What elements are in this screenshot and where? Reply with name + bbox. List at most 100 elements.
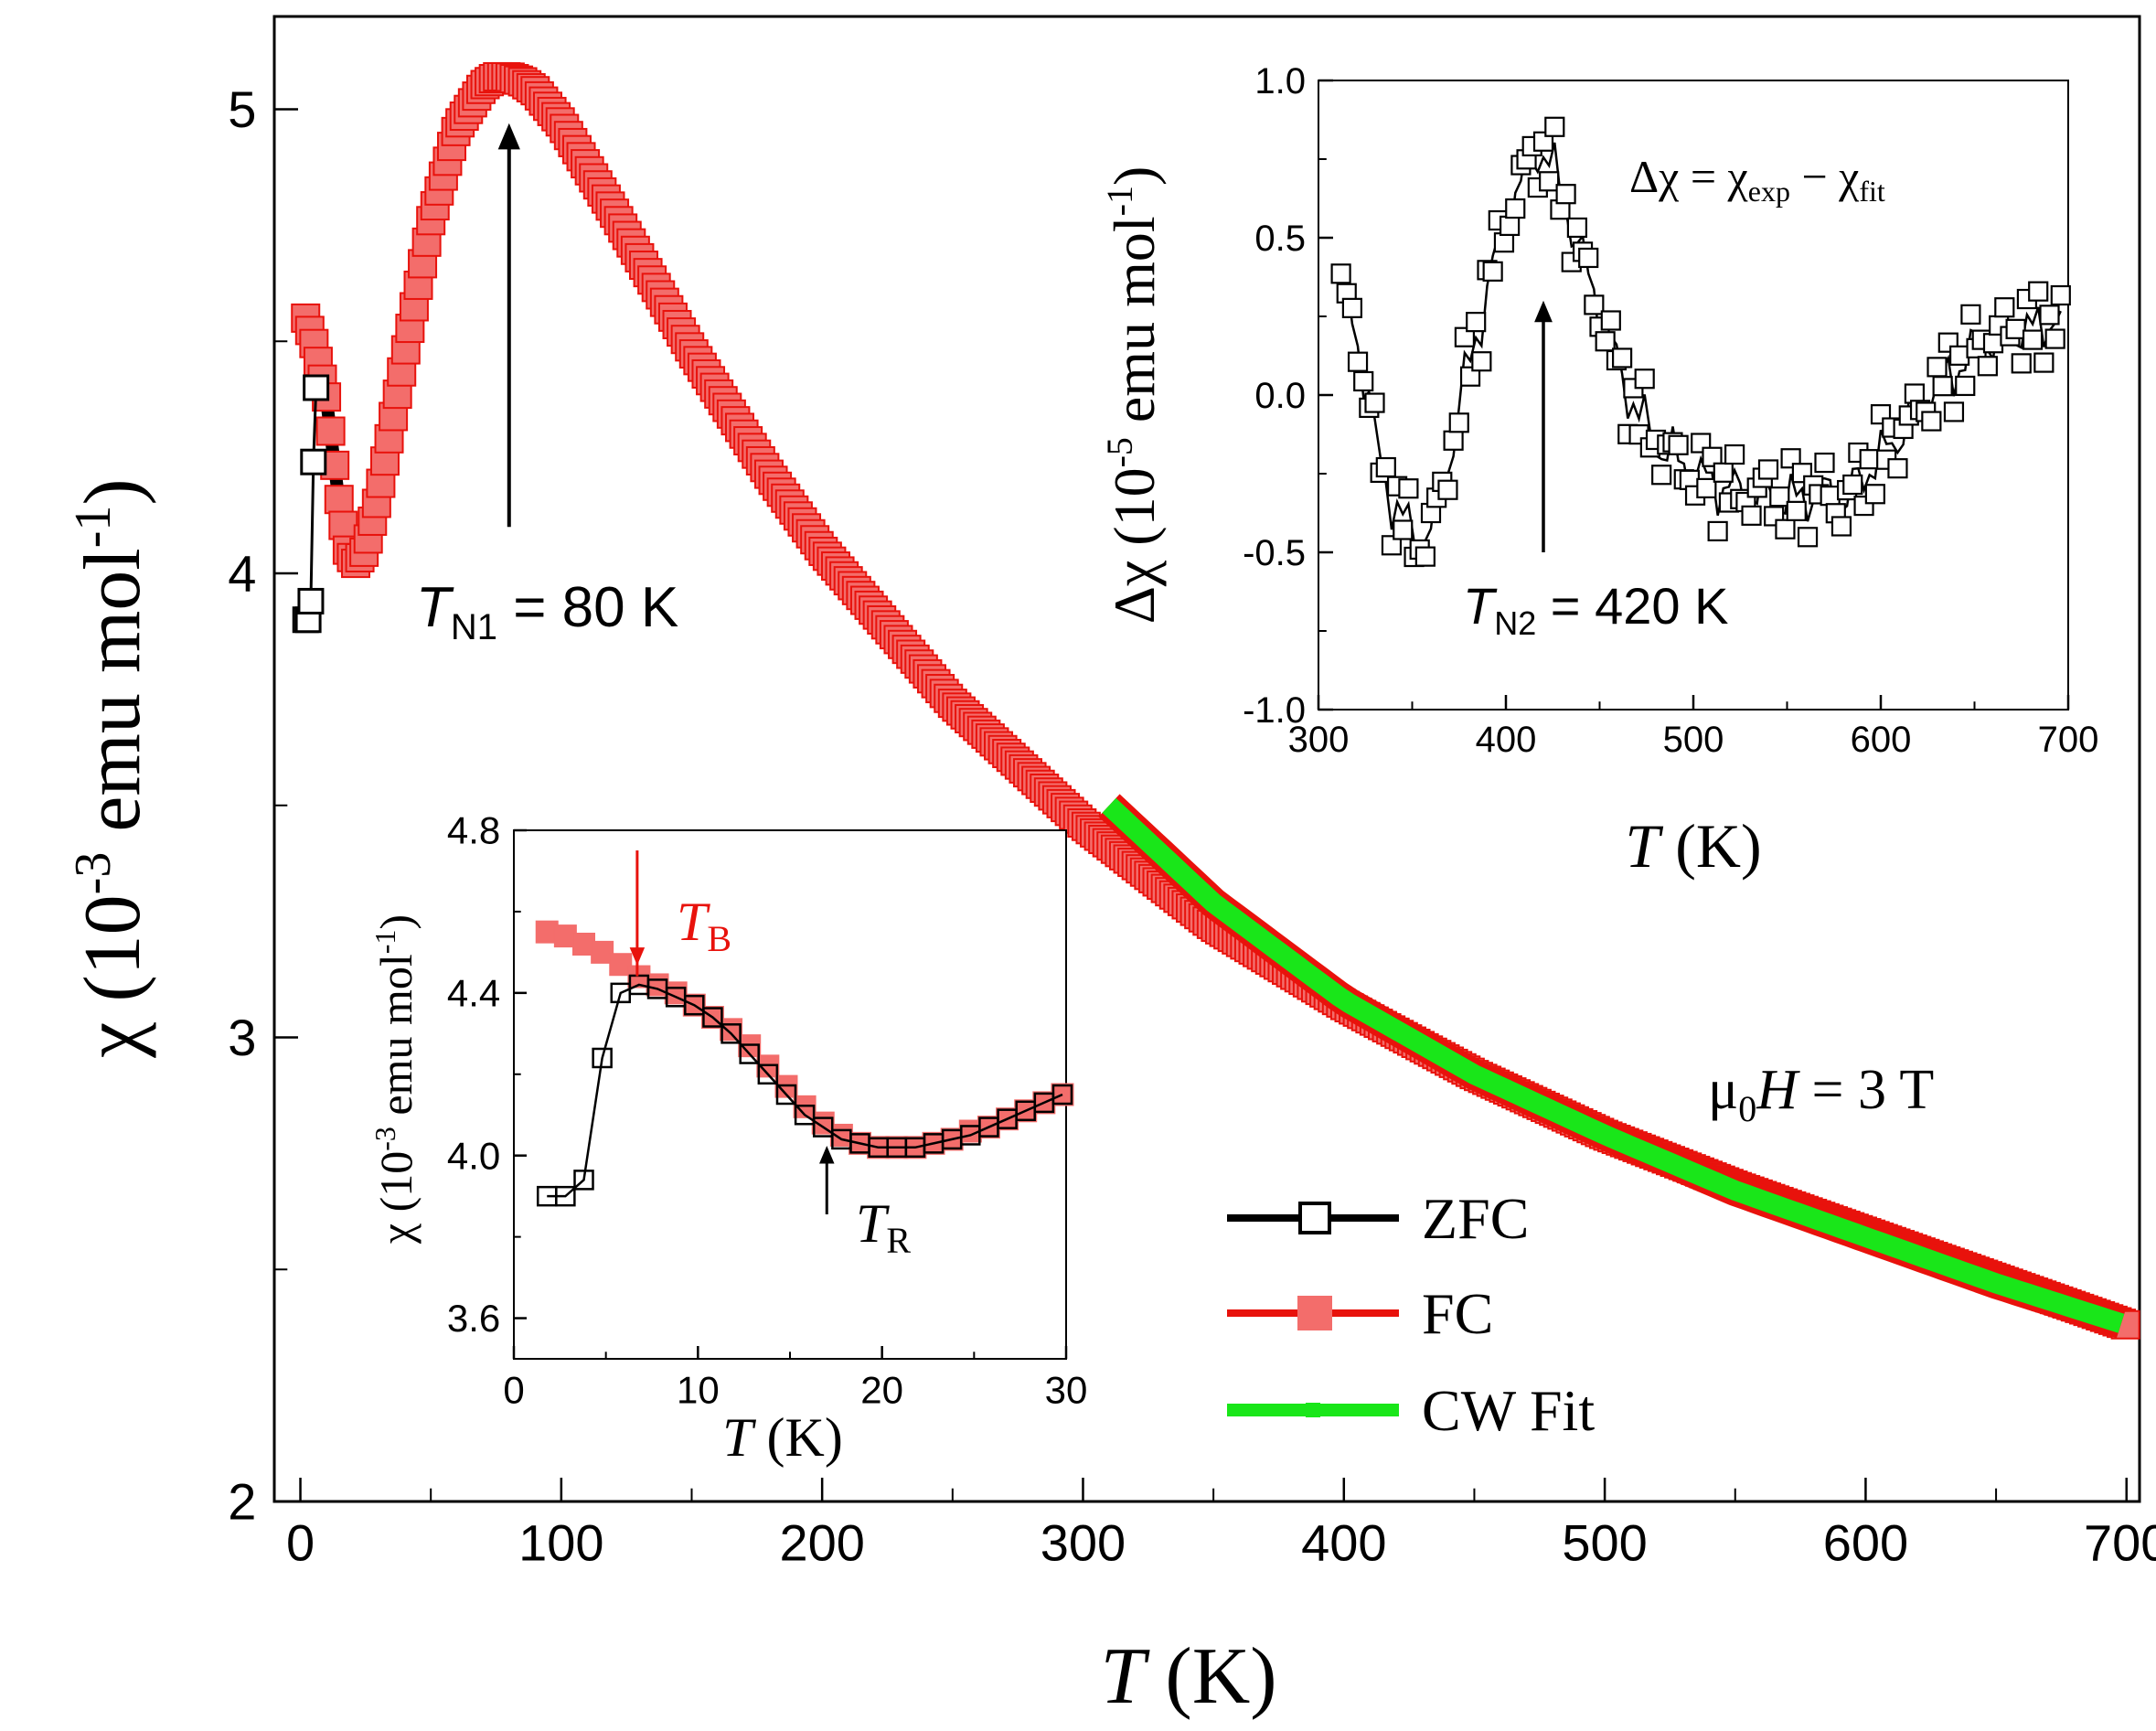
delta-chi-marker [1943,401,1965,422]
delta-chi-marker [1539,171,1560,192]
delta-chi-marker [1454,326,1476,347]
main-y-tick-label: 5 [228,80,256,138]
inset-zfc-marker [592,1047,613,1069]
inset-tr-x-tick-label: 700 [2038,720,2099,760]
inset-tr-y-tick-label: 0.0 [1254,376,1306,416]
delta-chi-marker [1398,478,1419,499]
delta-chi-marker [1471,351,1492,372]
delta-chi-marker [1595,331,1616,352]
delta-chi-marker [2028,281,2049,302]
tb-label: TB [677,892,731,959]
inset-tr-y-tick-label: -0.5 [1243,533,1306,573]
delta-chi-marker [1330,263,1351,284]
delta-chi-marker [1932,376,1953,397]
inset-zfc-marker [555,1185,576,1207]
inset-zfc-marker [720,1023,742,1044]
main-x-tick-label: 700 [2084,1513,2156,1571]
main-y-axis-label: χ (10-3 emu mol-1) [65,478,157,1058]
inset-bl-ticks [512,828,1068,1359]
inset-zfc-line [547,983,1063,1198]
delta-chi-marker [2005,318,2026,339]
delta-chi-marker [1702,446,1723,467]
delta-chi-marker [2011,353,2032,374]
delta-chi-marker [2044,328,2065,349]
legend-label-cw-fit: CW Fit [1422,1378,1595,1443]
main-x-tick-label: 500 [1562,1513,1647,1571]
legend-label-fc: FC [1422,1281,1493,1346]
delta-chi-marker [2033,352,2055,373]
inset-tr-x-tick-label: 600 [1851,720,1912,760]
main-x-tick-label: 300 [1041,1513,1126,1571]
delta-chi-marker [1634,369,1655,390]
delta-chi-marker [1842,474,1863,496]
delta-chi-marker [2022,329,2044,350]
legend-entry-fc: FC [1227,1281,1493,1346]
fc-marker [328,510,358,540]
delta-chi-marker [1393,519,1414,540]
tn1-arrow-head [497,123,520,150]
delta-chi-marker [1443,430,1464,451]
field-label: μ0H = 3 T [1708,1059,1934,1129]
inset-bl-x-axis-label: T (K) [722,1407,843,1468]
main-plot-frame [272,15,2141,1503]
inset-zfc-marker [702,1007,723,1028]
delta-chi-marker [1482,261,1503,282]
delta-chi-marker [1437,479,1458,500]
delta-chi-marker [1960,304,1981,325]
delta-chi-marker [1459,366,1481,387]
main-x-tick-label: 100 [518,1513,603,1571]
delta-chi-marker [1611,347,1633,369]
delta-chi-marker [1353,370,1374,392]
inset-bl-y-tick-label: 4.4 [447,972,500,1015]
inset-low-t-chart: 0 10 20 30 3.6 4.0 4.4 4.8 TB TR T (K) χ (10-3 … [368,809,1087,1468]
delta-chi-marker [1466,312,1487,333]
inset-tr-ticks [1317,79,2070,711]
delta-chi-marker [1859,449,1880,470]
delta-chi-marker [1713,462,1734,483]
delta-chi-marker [1977,356,1998,377]
delta-chi-marker [1347,351,1369,372]
delta-chi-marker [1927,357,1948,378]
delta-chi-marker [1414,546,1436,567]
inset-bl-x-tick-label: 0 [503,1368,524,1411]
tr-arrow-head [819,1146,835,1164]
fc-marker [324,485,354,515]
legend: ZFC FC CW Fit [1227,1186,1595,1443]
zfc-marker [297,587,325,614]
delta-chi-marker [1544,116,1565,137]
inset-tr-x-tick-label: 500 [1663,720,1724,760]
main-y-tick-label: 3 [228,1009,256,1066]
delta-chi-marker [1566,217,1588,239]
zfc-marker [300,448,327,475]
tn1-arrow [497,123,520,528]
inset-bl-y-axis-label: χ (10-3 emu mol-1) [368,914,422,1245]
delta-chi-marker [1982,333,2004,354]
main-x-tick-label: 600 [1823,1513,1908,1571]
inset-zfc-marker [1051,1084,1073,1106]
inset-tr-formula: Δχ = χexp − χfit [1629,151,1885,208]
main-y-tick-label: 2 [228,1473,256,1531]
delta-chi-marker [1921,411,1942,432]
inset-tr-y-axis-label: Δχ (10-5 emu mol-1) [1099,166,1167,625]
inset-tr-y-tick-label: -1.0 [1243,690,1306,731]
legend-entry-zfc: ZFC [1227,1186,1529,1251]
zfc-marker [303,374,330,401]
inset-bl-tick-labels: 0 10 20 30 3.6 4.0 4.4 4.8 [447,809,1087,1412]
delta-chi-marker [1493,232,1515,253]
delta-chi-marker [1381,535,1403,556]
inset-zfc-marker [684,994,705,1016]
delta-chi-marker [1741,505,1762,526]
delta-chi-marker [1814,452,1835,474]
delta-chi-marker [1955,375,1976,397]
tn2-arrow-head [1534,300,1553,323]
legend-label-zfc: ZFC [1422,1186,1529,1251]
delta-chi-marker [1797,527,1819,548]
fc-marker [315,416,346,446]
inset-bl-series [535,920,1074,1207]
inset-tr-series [1330,116,2071,568]
tn1-label: TN1 = 80 K [416,576,678,647]
delta-chi-marker [1505,198,1526,219]
inset-zfc-marker [739,1043,760,1064]
delta-chi-marker [1584,294,1605,315]
